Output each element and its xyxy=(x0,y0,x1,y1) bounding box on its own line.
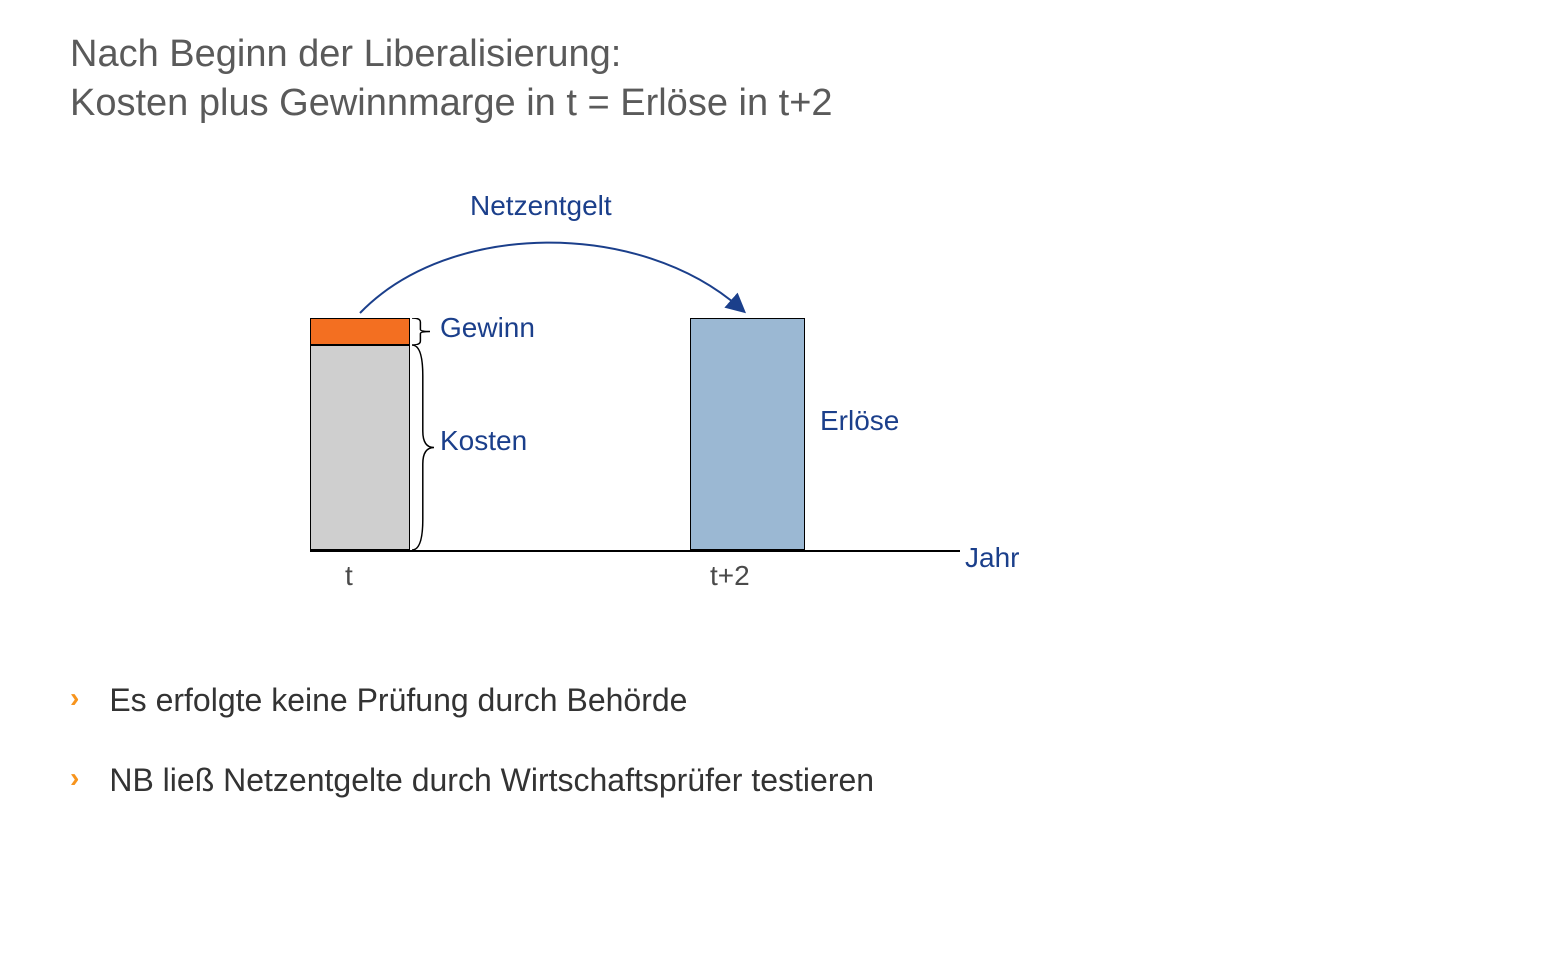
bullet-list: › Es erfolgte keine Prüfung durch Behörd… xyxy=(70,680,1496,839)
title-line-1: Nach Beginn der Liberalisierung: xyxy=(70,30,833,79)
axis-label-t2: t+2 xyxy=(710,560,750,592)
label-kosten: Kosten xyxy=(440,425,527,457)
diagram: Netzentgelt Gewinn Kosten Erlöse Jahr t … xyxy=(310,180,1030,600)
list-item: › NB ließ Netzentgelte durch Wirtschafts… xyxy=(70,760,1496,802)
slide: Nach Beginn der Liberalisierung: Kosten … xyxy=(0,0,1566,974)
label-erloese: Erlöse xyxy=(820,405,899,437)
label-netzentgelt: Netzentgelt xyxy=(470,190,612,222)
bullet-marker-icon: › xyxy=(70,680,79,716)
axis-label-t: t xyxy=(345,560,353,592)
brace-gewinn xyxy=(412,318,432,345)
title-line-2: Kosten plus Gewinnmarge in t = Erlöse in… xyxy=(70,79,833,128)
title-block: Nach Beginn der Liberalisierung: Kosten … xyxy=(70,30,833,129)
brace-kosten xyxy=(412,345,436,550)
list-item: › Es erfolgte keine Prüfung durch Behörd… xyxy=(70,680,1496,722)
bullet-marker-icon: › xyxy=(70,760,79,796)
bullet-text: NB ließ Netzentgelte durch Wirtschaftspr… xyxy=(109,760,874,802)
bullet-text: Es erfolgte keine Prüfung durch Behörde xyxy=(109,680,687,722)
label-gewinn: Gewinn xyxy=(440,312,535,344)
label-jahr: Jahr xyxy=(965,542,1019,574)
